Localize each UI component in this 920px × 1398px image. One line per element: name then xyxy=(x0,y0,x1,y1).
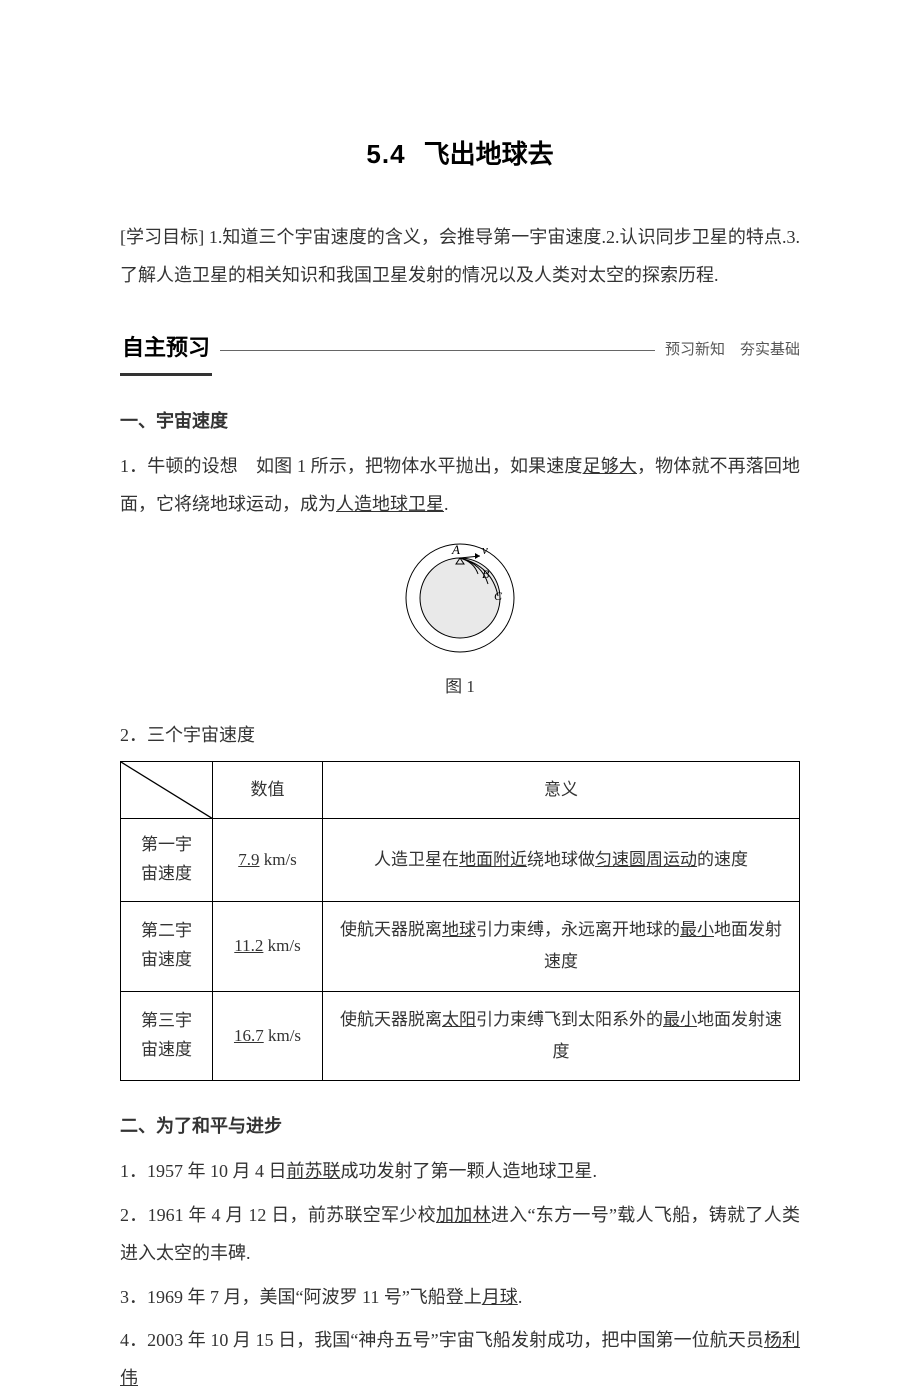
fig-label-C: C xyxy=(494,589,503,603)
s1i1-tail: . xyxy=(444,494,449,514)
table-header-row: 数值 意义 xyxy=(121,761,800,818)
row2-value: 11.2 km/s xyxy=(213,901,323,991)
s1i1-lead: 1．牛顿的设想 如图 1 所示，把物体水平抛出，如果速度 xyxy=(120,456,583,476)
section2-heading: 二、为了和平与进步 xyxy=(120,1109,800,1143)
fig-label-B: B xyxy=(482,567,490,581)
figure1: A v B C xyxy=(120,534,800,665)
objectives-text: 1.知道三个宇宙速度的含义，会推导第一宇宙速度.2.认识同步卫星的特点.3.了解… xyxy=(120,227,800,285)
table-row: 第三宇宙速度 16.7 km/s 使航天器脱离太阳引力束缚飞到太阳系外的最小地面… xyxy=(121,991,800,1081)
title-text: 飞出地球去 xyxy=(424,139,554,169)
table-row: 第二宇宙速度 11.2 km/s 使航天器脱离地球引力束缚，永远离开地球的最小地… xyxy=(121,901,800,991)
row3-name: 第三宇宙速度 xyxy=(121,991,213,1081)
fig-label-A: A xyxy=(451,542,460,557)
row2-meaning: 使航天器脱离地球引力束缚，永远离开地球的最小地面发射速度 xyxy=(323,901,800,991)
preview-banner: 自主预习 预习新知 夯实基础 xyxy=(120,325,800,376)
row2-name: 第二宇宙速度 xyxy=(121,901,213,991)
page-title: 5.4 飞出地球去 xyxy=(120,130,800,179)
row1-name: 第一宇宙速度 xyxy=(121,819,213,902)
section2-item4: 4．2003 年 10 月 15 日，我国“神舟五号”宇宙飞船发射成功，把中国第… xyxy=(120,1322,800,1398)
title-number: 5.4 xyxy=(366,139,405,169)
learning-objectives: [学习目标] 1.知道三个宇宙速度的含义，会推导第一宇宙速度.2.认识同步卫星的… xyxy=(120,219,800,295)
section1-item1: 1．牛顿的设想 如图 1 所示，把物体水平抛出，如果速度足够大，物体就不再落回地… xyxy=(120,448,800,524)
banner-left-label: 自主预习 xyxy=(120,325,212,376)
row1-value: 7.9 km/s xyxy=(213,819,323,902)
banner-right-label: 预习新知 夯实基础 xyxy=(665,336,800,365)
earth-orbit-diagram: A v B C xyxy=(390,534,530,654)
section2-item1: 1．1957 年 10 月 4 日前苏联成功发射了第一颗人造地球卫星. xyxy=(120,1153,800,1191)
table-row: 第一宇宙速度 7.9 km/s 人造卫星在地面附近绕地球做匀速圆周运动的速度 xyxy=(121,819,800,902)
row3-meaning: 使航天器脱离太阳引力束缚飞到太阳系外的最小地面发射速度 xyxy=(323,991,800,1081)
row3-value: 16.7 km/s xyxy=(213,991,323,1081)
banner-divider xyxy=(220,350,655,351)
section2-item3: 3．1969 年 7 月，美国“阿波罗 11 号”飞船登上月球. xyxy=(120,1279,800,1317)
section1-item2-lead: 2．三个宇宙速度 xyxy=(120,717,800,755)
s1i1-u2: 人造地球卫星 xyxy=(336,494,444,514)
figure1-caption: 图 1 xyxy=(120,671,800,703)
th-value: 数值 xyxy=(213,761,323,818)
s1i1-u1: 足够大 xyxy=(583,456,637,476)
objectives-label: [学习目标] xyxy=(120,227,204,247)
section2-item2: 2．1961 年 4 月 12 日，前苏联空军少校加加林进入“东方一号”载人飞船… xyxy=(120,1197,800,1273)
table-corner-cell xyxy=(121,761,213,818)
section1-heading: 一、宇宙速度 xyxy=(120,404,800,438)
cosmic-velocity-table: 数值 意义 第一宇宙速度 7.9 km/s 人造卫星在地面附近绕地球做匀速圆周运… xyxy=(120,761,800,1081)
row1-meaning: 人造卫星在地面附近绕地球做匀速圆周运动的速度 xyxy=(323,819,800,902)
th-meaning: 意义 xyxy=(323,761,800,818)
fig-label-v: v xyxy=(482,542,488,557)
